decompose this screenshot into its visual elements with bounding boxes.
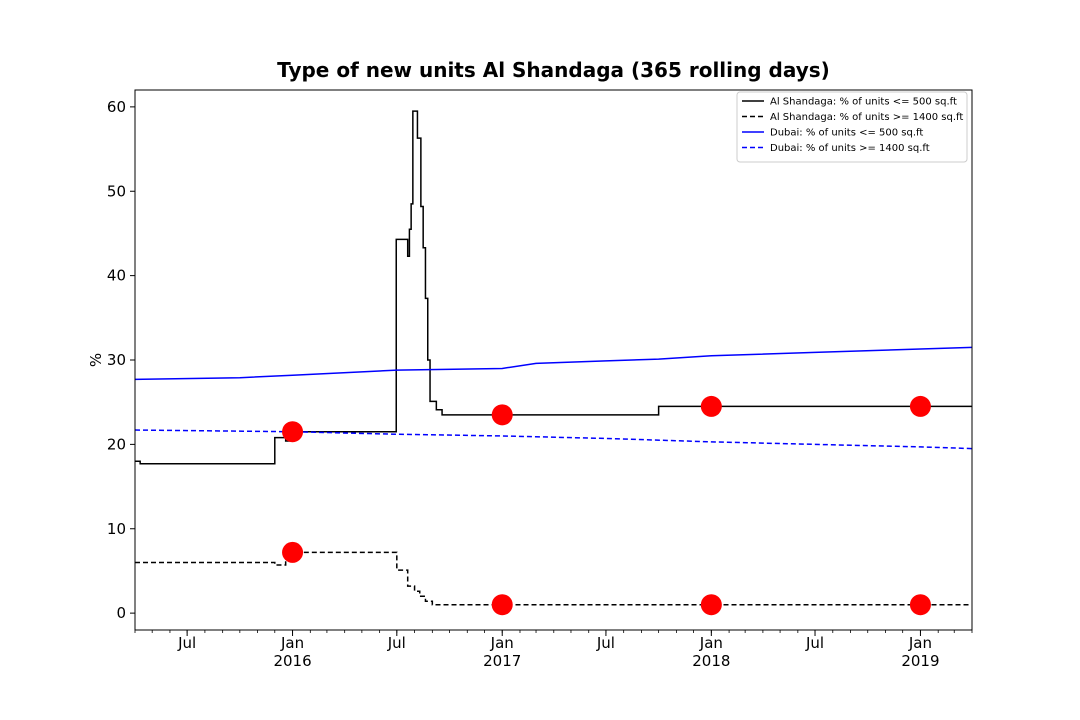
- legend: Al Shandaga: % of units <= 500 sq.ft Al S…: [736, 91, 968, 163]
- x-tick-label: Jan: [280, 634, 304, 652]
- y-tick-label: 0: [116, 604, 126, 622]
- series-line-2: [135, 551, 972, 606]
- x-tick-label: Jul: [596, 634, 615, 652]
- x-tick-label: Jul: [387, 634, 406, 652]
- x-tick-label: Jan: [699, 634, 723, 652]
- marker-point: [700, 395, 722, 417]
- legend-label: Al Shandaga: % of units >= 1400 sq.ft: [770, 112, 963, 123]
- series-layer: [134, 110, 973, 606]
- marker-point: [491, 594, 513, 616]
- marker-point: [491, 404, 513, 426]
- y-tick-label: 40: [107, 267, 126, 285]
- y-tick-label: 30: [107, 351, 126, 369]
- legend-box: [736, 91, 968, 163]
- x-tick-label: Jul: [177, 634, 196, 652]
- marker-point: [282, 421, 304, 443]
- y-tick-label: 50: [107, 182, 126, 200]
- series-line-4: [134, 429, 973, 450]
- y-tick-label: 20: [107, 435, 126, 453]
- plot-frame: [134, 89, 973, 631]
- series-line-3: [134, 346, 973, 381]
- x-tick-label: Jan: [908, 634, 932, 652]
- x-tick-year-label: 2017: [483, 652, 521, 670]
- series-line-1: [135, 110, 972, 465]
- marker-point: [909, 395, 931, 417]
- x-tick-year-label: 2018: [692, 652, 730, 670]
- marker-layer: [282, 395, 931, 616]
- x-tick-label: Jan: [490, 634, 514, 652]
- x-tick-year-label: 2019: [901, 652, 939, 670]
- y-axis-label: %: [87, 353, 105, 367]
- y-tick-label: 60: [107, 98, 126, 116]
- y-axis: 0 10 20 30 40 50 60: [107, 98, 135, 622]
- legend-label: Dubai: % of units >= 1400 sq.ft: [770, 143, 930, 154]
- legend-label: Al Shandaga: % of units <= 500 sq.ft: [770, 97, 957, 108]
- x-tick-label: Jul: [805, 634, 824, 652]
- legend-label: Dubai: % of units <= 500 sq.ft: [770, 128, 923, 139]
- y-tick-label: 10: [107, 520, 126, 538]
- marker-point: [282, 541, 304, 563]
- marker-point: [909, 594, 931, 616]
- x-tick-year-label: 2016: [273, 652, 311, 670]
- marker-point: [700, 594, 722, 616]
- chart-title: Type of new units Al Shandaga (365 rolli…: [277, 58, 830, 82]
